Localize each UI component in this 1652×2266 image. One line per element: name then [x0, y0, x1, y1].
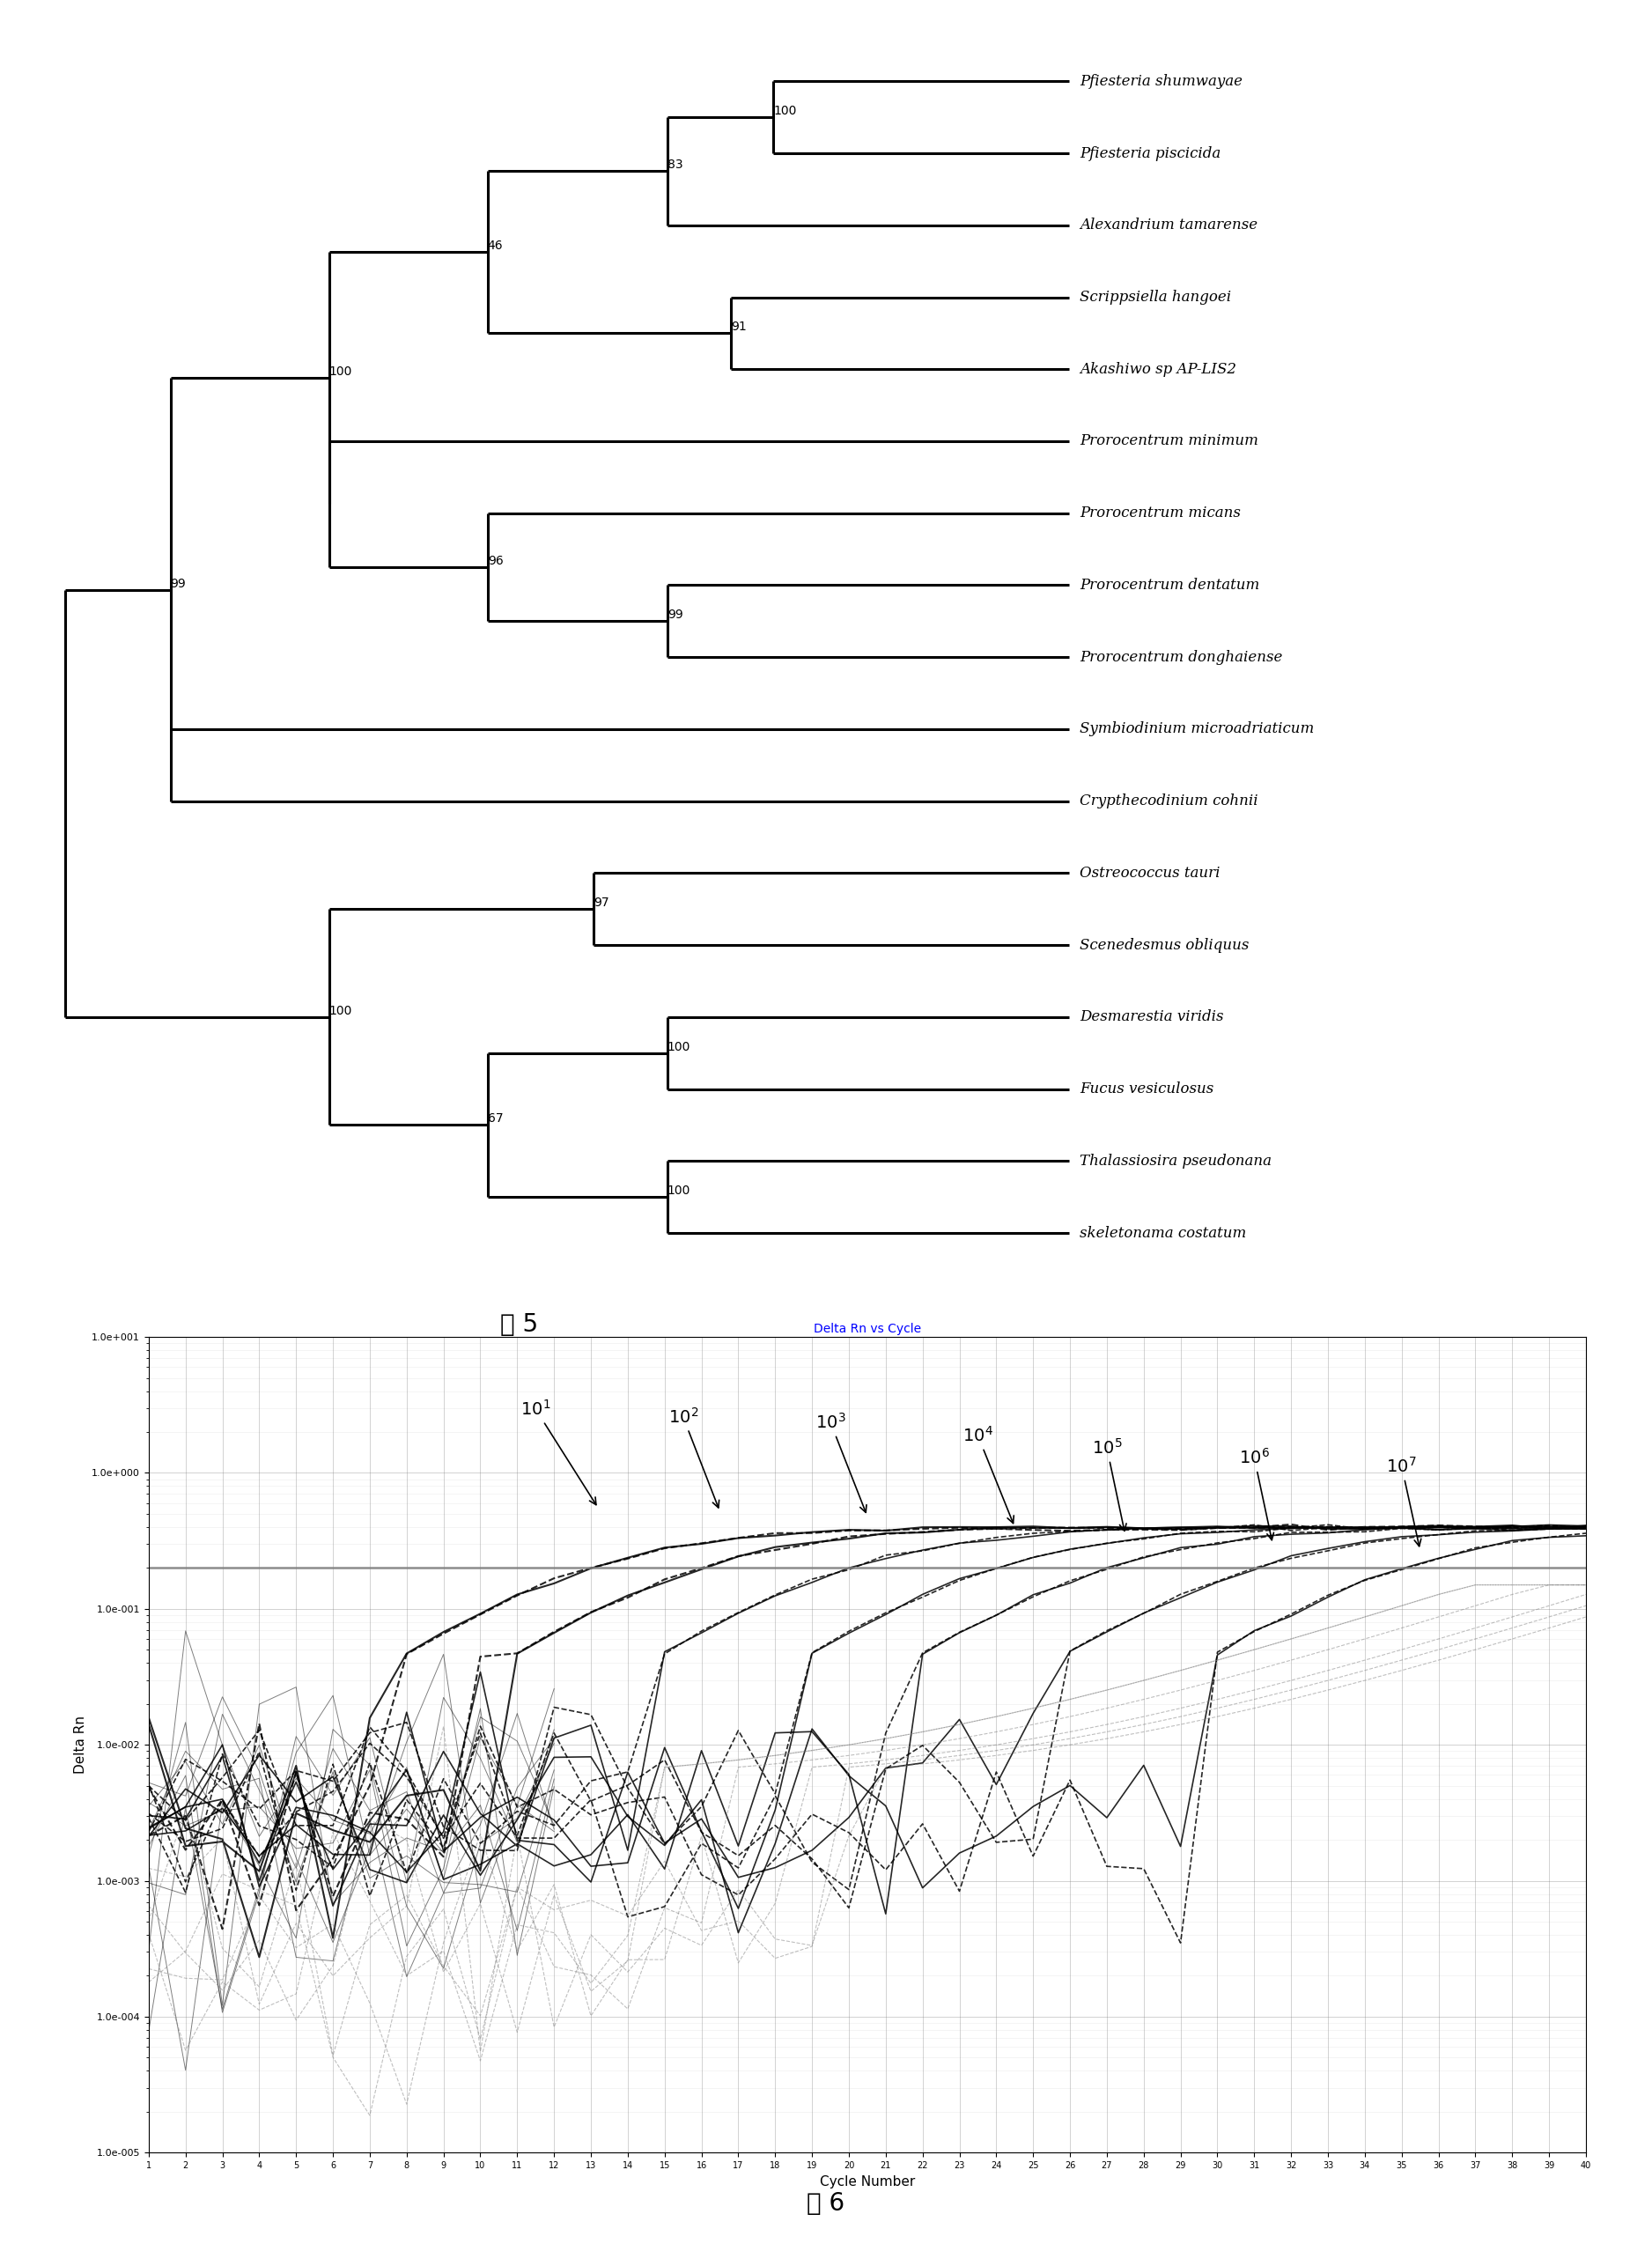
Text: Alexandrium tamarense: Alexandrium tamarense: [1080, 218, 1257, 233]
Text: 图 6: 图 6: [808, 2191, 844, 2216]
Text: skeletonama costatum: skeletonama costatum: [1080, 1226, 1246, 1240]
Text: 91: 91: [730, 322, 747, 333]
Text: Pfiesteria shumwayae: Pfiesteria shumwayae: [1080, 75, 1242, 88]
Text: 100: 100: [667, 1040, 691, 1054]
Text: Pfiesteria piscicida: Pfiesteria piscicida: [1080, 145, 1221, 161]
Text: 83: 83: [667, 159, 682, 172]
Text: 100: 100: [667, 1185, 691, 1196]
Text: Ostreococcus tauri: Ostreococcus tauri: [1080, 866, 1221, 881]
Text: 99: 99: [170, 578, 187, 589]
Text: Prorocentrum dentatum: Prorocentrum dentatum: [1080, 578, 1259, 594]
Text: Prorocentrum donghaiense: Prorocentrum donghaiense: [1080, 650, 1282, 664]
Text: $10^6$: $10^6$: [1239, 1448, 1274, 1541]
Text: 97: 97: [593, 897, 610, 909]
Text: Desmarestia viridis: Desmarestia viridis: [1080, 1011, 1224, 1024]
Text: Scrippsiella hangoei: Scrippsiella hangoei: [1080, 290, 1231, 304]
Text: Fucus vesiculosus: Fucus vesiculosus: [1080, 1081, 1214, 1097]
Text: 96: 96: [487, 555, 504, 566]
Text: $10^7$: $10^7$: [1386, 1457, 1421, 1545]
Text: 100: 100: [329, 365, 352, 378]
Text: 100: 100: [329, 1004, 352, 1017]
Title: Delta Rn vs Cycle: Delta Rn vs Cycle: [813, 1323, 922, 1335]
Text: Symbiodinium microadriaticum: Symbiodinium microadriaticum: [1080, 721, 1315, 736]
Text: Scenedesmus obliquus: Scenedesmus obliquus: [1080, 938, 1249, 952]
Text: $10^5$: $10^5$: [1092, 1439, 1127, 1532]
Text: $10^3$: $10^3$: [814, 1412, 867, 1511]
Text: Prorocentrum micans: Prorocentrum micans: [1080, 505, 1241, 521]
Text: 99: 99: [667, 610, 682, 621]
Text: $10^2$: $10^2$: [667, 1407, 719, 1507]
Text: $10^1$: $10^1$: [520, 1400, 596, 1505]
Text: $10^4$: $10^4$: [963, 1425, 1014, 1523]
Y-axis label: Delta Rn: Delta Rn: [74, 1715, 88, 1774]
Text: 67: 67: [487, 1113, 504, 1124]
Text: 46: 46: [487, 240, 504, 252]
Text: Crypthecodinium cohnii: Crypthecodinium cohnii: [1080, 793, 1259, 809]
Text: Akashiwo sp AP-LIS2: Akashiwo sp AP-LIS2: [1080, 363, 1236, 376]
Text: Prorocentrum minimum: Prorocentrum minimum: [1080, 433, 1259, 449]
Text: 100: 100: [773, 104, 796, 118]
Text: Thalassiosira pseudonana: Thalassiosira pseudonana: [1080, 1153, 1272, 1169]
Text: 图 5: 图 5: [501, 1312, 539, 1337]
X-axis label: Cycle Number: Cycle Number: [819, 2175, 915, 2189]
